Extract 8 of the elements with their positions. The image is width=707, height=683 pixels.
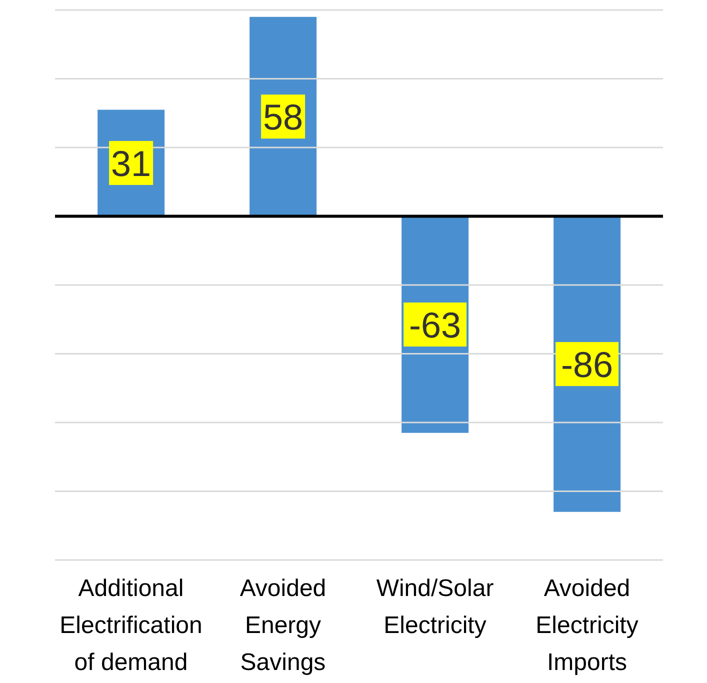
data-label: 58 bbox=[263, 96, 304, 138]
x-tick-label: Wind/Solar Electricity bbox=[376, 575, 494, 639]
x-tick-label: Additional Electrification of demand bbox=[60, 575, 202, 676]
data-label: -63 bbox=[409, 304, 462, 346]
x-tick-label: Avoided Energy Savings bbox=[240, 575, 326, 676]
data-label: 31 bbox=[111, 142, 152, 184]
data-label: -86 bbox=[561, 344, 614, 386]
x-tick-label: Avoided Electricity Imports bbox=[536, 575, 638, 676]
